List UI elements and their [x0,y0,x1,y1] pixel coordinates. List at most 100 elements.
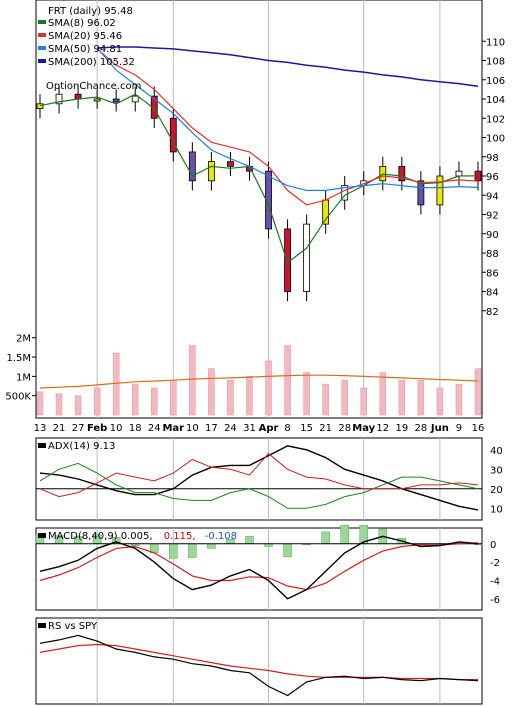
candle-body [112,98,120,103]
rs-line [39,634,479,697]
candle-body [93,98,101,102]
adx-tick-label: 30 [490,465,503,476]
price-tick-label: 82 [486,307,499,318]
candle-body [303,223,311,292]
symbol-label: FRT (daily) 95.48 [48,6,133,17]
volume-bar [189,345,196,416]
macd-tick-label: -2 [490,558,500,569]
price-tick-label: 104 [486,95,505,106]
price-panel-frame [35,0,483,419]
date-label: Feb [87,423,107,434]
macd-legend-swatch [38,533,46,538]
date-label: Apr [259,423,279,434]
volume-bar [341,379,348,416]
volume-tick-label: 1.5M [6,353,31,364]
candle-body [55,93,63,105]
price-tick-label: 90 [486,230,499,241]
price-tick-label: 84 [486,288,499,299]
date-label: 18 [129,423,142,434]
volume-bar [455,383,463,416]
adx-panel-frame [35,437,483,521]
rs-panel-frame [35,617,483,705]
adx-label: ADX(14) 9.13 [38,441,115,452]
macd-tick-label: 0 [490,540,496,551]
macd-histogram-bar [283,543,292,557]
legend-swatch [38,20,46,24]
sma-line [96,48,479,206]
legend-label: SMA(50) 94.81 [48,44,122,55]
price-tick-label: 108 [486,57,505,68]
candle-body [150,95,158,119]
legend-label: SMA(8) 96.02 [48,18,116,29]
date-label: Jun [430,423,449,434]
date-label: 21 [319,423,332,434]
candle-body [169,117,177,153]
volume-bar [131,383,139,416]
date-label: 13 [34,423,47,434]
date-label: 17 [205,423,218,434]
volume-bar [151,387,158,416]
date-label: 10 [110,423,123,434]
legend-swatch [38,59,46,63]
macd-histogram-bar [169,543,178,559]
candle-body [207,161,215,182]
legend: FRT (daily) 95.48 SMA(8) 96.02 SMA(20) 95… [38,6,141,92]
volume-bar [436,387,444,416]
date-label: 28 [415,423,428,434]
legend-label: SMA(20) 95.46 [48,31,122,42]
price-tick-label: 86 [486,268,499,279]
volume-bar [208,368,215,416]
volume-bar [246,376,253,416]
macd-tick-label: -4 [490,576,500,587]
volume-tick-label: 2M [16,334,31,345]
date-label: 28 [338,423,351,434]
adx-label-text: ADX(14) 9.13 [48,441,115,452]
price-tick-label: 100 [486,134,505,145]
grid-lines [96,0,441,704]
candle-body [341,185,349,201]
candle-body [417,180,425,206]
volume-bar [36,391,44,416]
date-label: 27 [72,423,85,434]
macd-histogram-bar [340,525,349,545]
indicator-series [35,445,483,697]
sma-line [97,46,479,88]
price-tick-label: 106 [486,76,505,87]
macd-panel-frame [35,527,483,611]
rs-legend-swatch [38,623,46,628]
rs-label: RS vs SPY [38,621,98,632]
sma-line [39,93,479,264]
volume-bar [227,379,234,416]
date-label: 16 [472,423,485,434]
date-label: 10 [186,423,199,434]
candle-body [131,95,139,103]
candle-body [398,165,406,182]
volume-bar [74,395,82,416]
date-label: 8 [284,423,290,434]
legend-label: SMA(200) 105.32 [48,57,135,68]
date-label: 19 [395,423,408,434]
candle-body [36,103,44,110]
volume-bar [303,372,310,416]
macd-signal-line [39,542,479,591]
volume-bar [93,387,101,416]
candle-body [284,228,291,292]
adx-series-line [39,445,479,511]
volume-bar [398,379,406,416]
adx-tick-label: 40 [490,446,503,457]
volume-bar [417,379,425,416]
price-tick-label: 88 [486,249,499,260]
macd-line [39,535,479,600]
macd-histogram-bar [188,543,197,558]
price-tick-label: 98 [486,153,499,164]
rs-ma-line [39,643,478,681]
date-label: 12 [376,423,389,434]
legend-swatch [38,33,46,37]
macd-value-2: -0.108 [205,531,237,542]
macd-tick-label: -6 [490,595,500,606]
candle-body [188,151,196,182]
axis-labels: 1101081061041021009896949290888684822M1.… [5,37,505,606]
volume-bars [36,345,482,416]
macd-value-1: 0.115, [164,531,196,542]
